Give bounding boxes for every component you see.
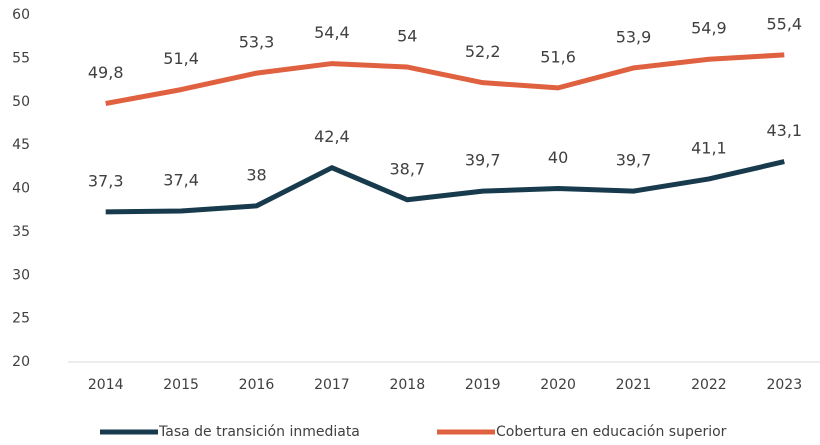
x-tick-label: 2023 [766, 377, 802, 393]
data-label: 40 [548, 148, 568, 167]
x-tick-label: 2017 [314, 377, 350, 393]
data-label: 52,2 [465, 42, 501, 61]
y-tick-label: 55 [12, 50, 30, 66]
x-tick-label: 2021 [616, 377, 652, 393]
data-label: 54,4 [314, 23, 350, 42]
x-tick-label: 2019 [465, 377, 501, 393]
data-label: 49,8 [88, 63, 124, 82]
y-tick-label: 50 [12, 94, 30, 110]
data-label: 38,7 [389, 159, 425, 178]
data-label: 51,4 [163, 49, 199, 68]
data-label: 43,1 [766, 121, 802, 140]
series-line [105, 159, 785, 215]
data-label: 51,6 [540, 47, 576, 66]
data-label: 37,3 [88, 171, 124, 190]
x-tick-label: 2018 [389, 377, 425, 393]
data-label: 55,4 [766, 14, 802, 33]
y-tick-label: 40 [12, 181, 30, 197]
y-tick-label: 20 [12, 354, 30, 370]
legend-label: Tasa de transición inmediata [158, 424, 360, 440]
x-tick-label: 2015 [163, 377, 199, 393]
y-tick-label: 25 [12, 311, 30, 327]
data-label: 39,7 [616, 151, 652, 170]
y-tick-label: 35 [12, 224, 30, 240]
data-label: 41,1 [691, 138, 727, 157]
y-tick-label: 45 [12, 137, 30, 153]
x-tick-label: 2020 [540, 377, 576, 393]
data-label: 54,9 [691, 19, 727, 38]
data-label: 39,7 [465, 151, 501, 170]
data-label: 37,4 [163, 171, 199, 190]
data-label: 42,4 [314, 127, 350, 146]
series-line [105, 52, 785, 106]
data-label: 53,9 [616, 27, 652, 46]
data-label: 38 [246, 165, 266, 184]
legend-label: Cobertura en educación superior [496, 424, 727, 440]
x-tick-label: 2016 [239, 377, 275, 393]
data-label: 53,3 [239, 33, 275, 52]
y-tick-label: 30 [12, 267, 30, 283]
x-tick-label: 2022 [691, 377, 727, 393]
x-tick-label: 2014 [88, 377, 124, 393]
data-label: 54 [397, 27, 417, 46]
y-tick-label: 60 [12, 7, 30, 23]
